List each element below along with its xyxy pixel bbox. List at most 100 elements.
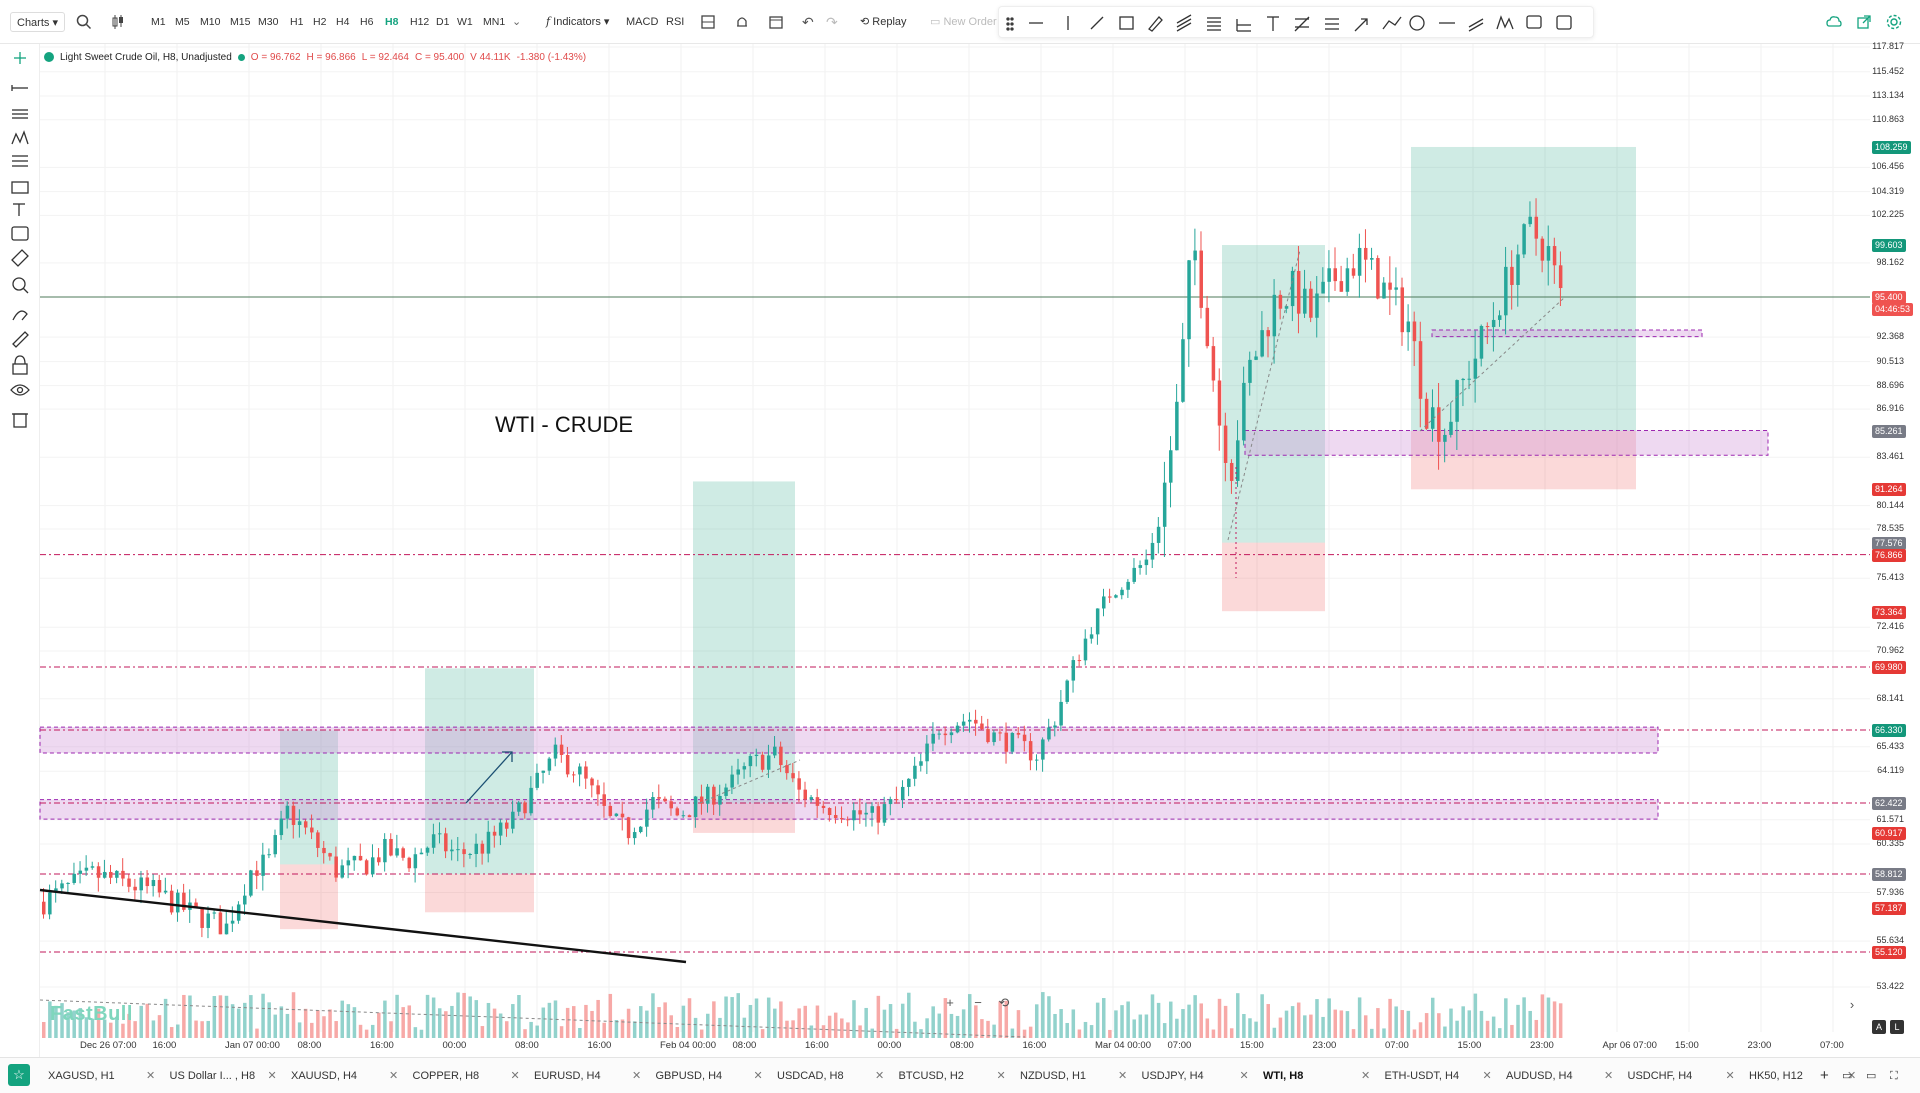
fib-tool-icon[interactable] [12, 109, 28, 119]
ellipse-tool-icon[interactable] [1409, 15, 1425, 31]
new-order-button[interactable]: ▭ New Order [930, 12, 997, 32]
tab-7[interactable]: BTCUSD, H2 [898, 1070, 964, 1082]
timeframe-dropdown-icon[interactable]: ⌄ [512, 16, 522, 28]
timeframe-h8[interactable]: H8 [385, 16, 399, 28]
timeframe-d1[interactable]: D1 [436, 16, 450, 28]
text-tool-icon[interactable] [1267, 16, 1279, 31]
tab-13[interactable]: USDCHF, H4 [1627, 1070, 1693, 1082]
layout-icon[interactable] [698, 12, 718, 32]
reset-chart-icon[interactable]: ⟲ [998, 995, 1010, 1010]
tab-1[interactable]: US Dollar I... , H8 [169, 1070, 256, 1082]
drag-handle-icon[interactable] [1006, 17, 1014, 31]
tab-close-icon[interactable]: ✕ [1118, 1070, 1128, 1082]
note-tool-icon[interactable] [1526, 15, 1542, 29]
calendar-icon[interactable] [766, 12, 786, 32]
tab-3[interactable]: COPPER, H8 [412, 1070, 480, 1082]
tab-close-icon[interactable]: ✕ [875, 1070, 885, 1082]
symbol-title[interactable]: Light Sweet Crude Oil, H8, Unadjusted [60, 51, 232, 63]
lock-icon[interactable] [12, 355, 28, 375]
tab-9[interactable]: USDJPY, H4 [1141, 1070, 1204, 1082]
timeframe-m1[interactable]: M1 [151, 16, 166, 28]
tab-close-icon[interactable]: ✕ [146, 1070, 156, 1082]
gann-tool-icon[interactable] [1294, 16, 1310, 32]
timeframe-m5[interactable]: M5 [175, 16, 190, 28]
arrow-tool-icon[interactable] [1354, 18, 1368, 32]
pattern-icon[interactable] [11, 130, 29, 145]
tab-close-icon[interactable]: ✕ [389, 1070, 399, 1082]
timeframe-m10[interactable]: M10 [200, 16, 221, 28]
zoom-in-button[interactable]: + [946, 995, 954, 1010]
replay-button[interactable]: ⟲ Replay [860, 12, 907, 32]
tab-6[interactable]: USDCAD, H8 [777, 1070, 844, 1082]
shape-tool-icon[interactable] [11, 181, 29, 194]
timeframe-h6[interactable]: H6 [360, 16, 374, 28]
timeframe-h1[interactable]: H1 [290, 16, 304, 28]
crosshair-icon[interactable] [14, 52, 26, 64]
search-icon[interactable] [74, 12, 94, 32]
ruler-icon[interactable] [11, 249, 29, 267]
tab-close-icon[interactable]: ✕ [1361, 1070, 1371, 1082]
tab-5[interactable]: GBPUSD, H4 [655, 1070, 723, 1082]
tab-10[interactable]: WTI, H8 [1263, 1070, 1304, 1082]
tab-4[interactable]: EURUSD, H4 [534, 1070, 601, 1082]
add-tab-icon[interactable]: + [1820, 1067, 1829, 1084]
rsi-button[interactable]: RSI [666, 16, 685, 28]
window-mode-icon[interactable]: ▭ [1866, 1070, 1877, 1082]
fib-extension-tool-icon[interactable] [1236, 19, 1251, 32]
fib-retracement-tool-icon[interactable] [1207, 17, 1221, 31]
tab-close-icon[interactable]: ✕ [1847, 1070, 1857, 1082]
scroll-right-icon[interactable]: › [1849, 997, 1855, 1012]
timeframe-h12[interactable]: H12 [410, 16, 430, 28]
polyline-tool-icon[interactable] [1382, 16, 1402, 30]
timeframe-w1[interactable]: W1 [457, 16, 473, 28]
macd-button[interactable]: MACD [626, 16, 659, 28]
tab-close-icon[interactable]: ✕ [1725, 1070, 1735, 1082]
share-icon[interactable] [1854, 12, 1874, 32]
tab-8[interactable]: NZDUSD, H1 [1020, 1070, 1087, 1082]
timeframe-m30[interactable]: M30 [258, 16, 279, 28]
auto-scale-button[interactable]: A [1872, 1020, 1886, 1034]
tab-close-icon[interactable]: ✕ [996, 1070, 1006, 1082]
tab-close-icon[interactable]: ✕ [1604, 1070, 1614, 1082]
favorites-star-icon[interactable]: ☆ [8, 1064, 30, 1086]
settings-icon[interactable] [1884, 12, 1904, 32]
fullscreen-icon[interactable]: ⛶ [1890, 1070, 1898, 1082]
visibility-eye-icon[interactable] [10, 384, 30, 396]
pitchfork-tool-icon[interactable] [1325, 18, 1339, 30]
annotation-icon[interactable] [11, 226, 29, 241]
price-chart[interactable] [0, 0, 1920, 1057]
log-scale-button[interactable]: L [1890, 1020, 1904, 1034]
tab-close-icon[interactable]: ✕ [753, 1070, 763, 1082]
layout-toggle-icon[interactable]: ▭ [1842, 1070, 1853, 1082]
zoom-in-icon[interactable] [12, 277, 29, 294]
tab-close-icon[interactable]: ✕ [1239, 1070, 1249, 1082]
line-tool-icon[interactable] [11, 85, 28, 91]
tab-2[interactable]: XAUUSD, H4 [291, 1070, 358, 1082]
text-icon[interactable] [13, 203, 25, 216]
tab-close-icon[interactable]: ✕ [632, 1070, 642, 1082]
redo-icon[interactable]: ↷ [826, 14, 838, 30]
trend-line-tool-icon[interactable] [1090, 16, 1104, 30]
zoom-out-button[interactable]: − [974, 995, 982, 1010]
tab-close-icon[interactable]: ✕ [267, 1070, 277, 1082]
tab-12[interactable]: AUDUSD, H4 [1506, 1070, 1573, 1082]
magnet-icon[interactable] [12, 310, 28, 321]
rectangle-tool-icon[interactable] [1119, 16, 1134, 30]
tab-0[interactable]: XAGUSD, H1 [48, 1070, 115, 1082]
chart-text-annotation[interactable]: WTI - CRUDE [495, 412, 634, 437]
timeframe-h2[interactable]: H2 [313, 16, 327, 28]
price-note-tool-icon[interactable] [1556, 15, 1572, 30]
tab-11[interactable]: ETH-USDT, H4 [1384, 1070, 1460, 1082]
trash-icon[interactable] [12, 413, 28, 428]
charts-menu-button[interactable]: Charts ▾ [10, 12, 65, 32]
tab-close-icon[interactable]: ✕ [1482, 1070, 1492, 1082]
alert-bell-icon[interactable] [732, 12, 752, 32]
brush-tool-icon[interactable] [1148, 16, 1163, 32]
candle-type-icon[interactable] [108, 12, 128, 32]
tab-14[interactable]: HK50, H12 [1749, 1070, 1803, 1082]
indicators-button[interactable]: f Indicators ▾ [546, 15, 610, 28]
undo-icon[interactable]: ↶ [802, 14, 814, 30]
pattern-tool-icon[interactable] [1496, 15, 1514, 30]
timeframe-m15[interactable]: M15 [230, 16, 251, 28]
timeframe-h4[interactable]: H4 [336, 16, 350, 28]
